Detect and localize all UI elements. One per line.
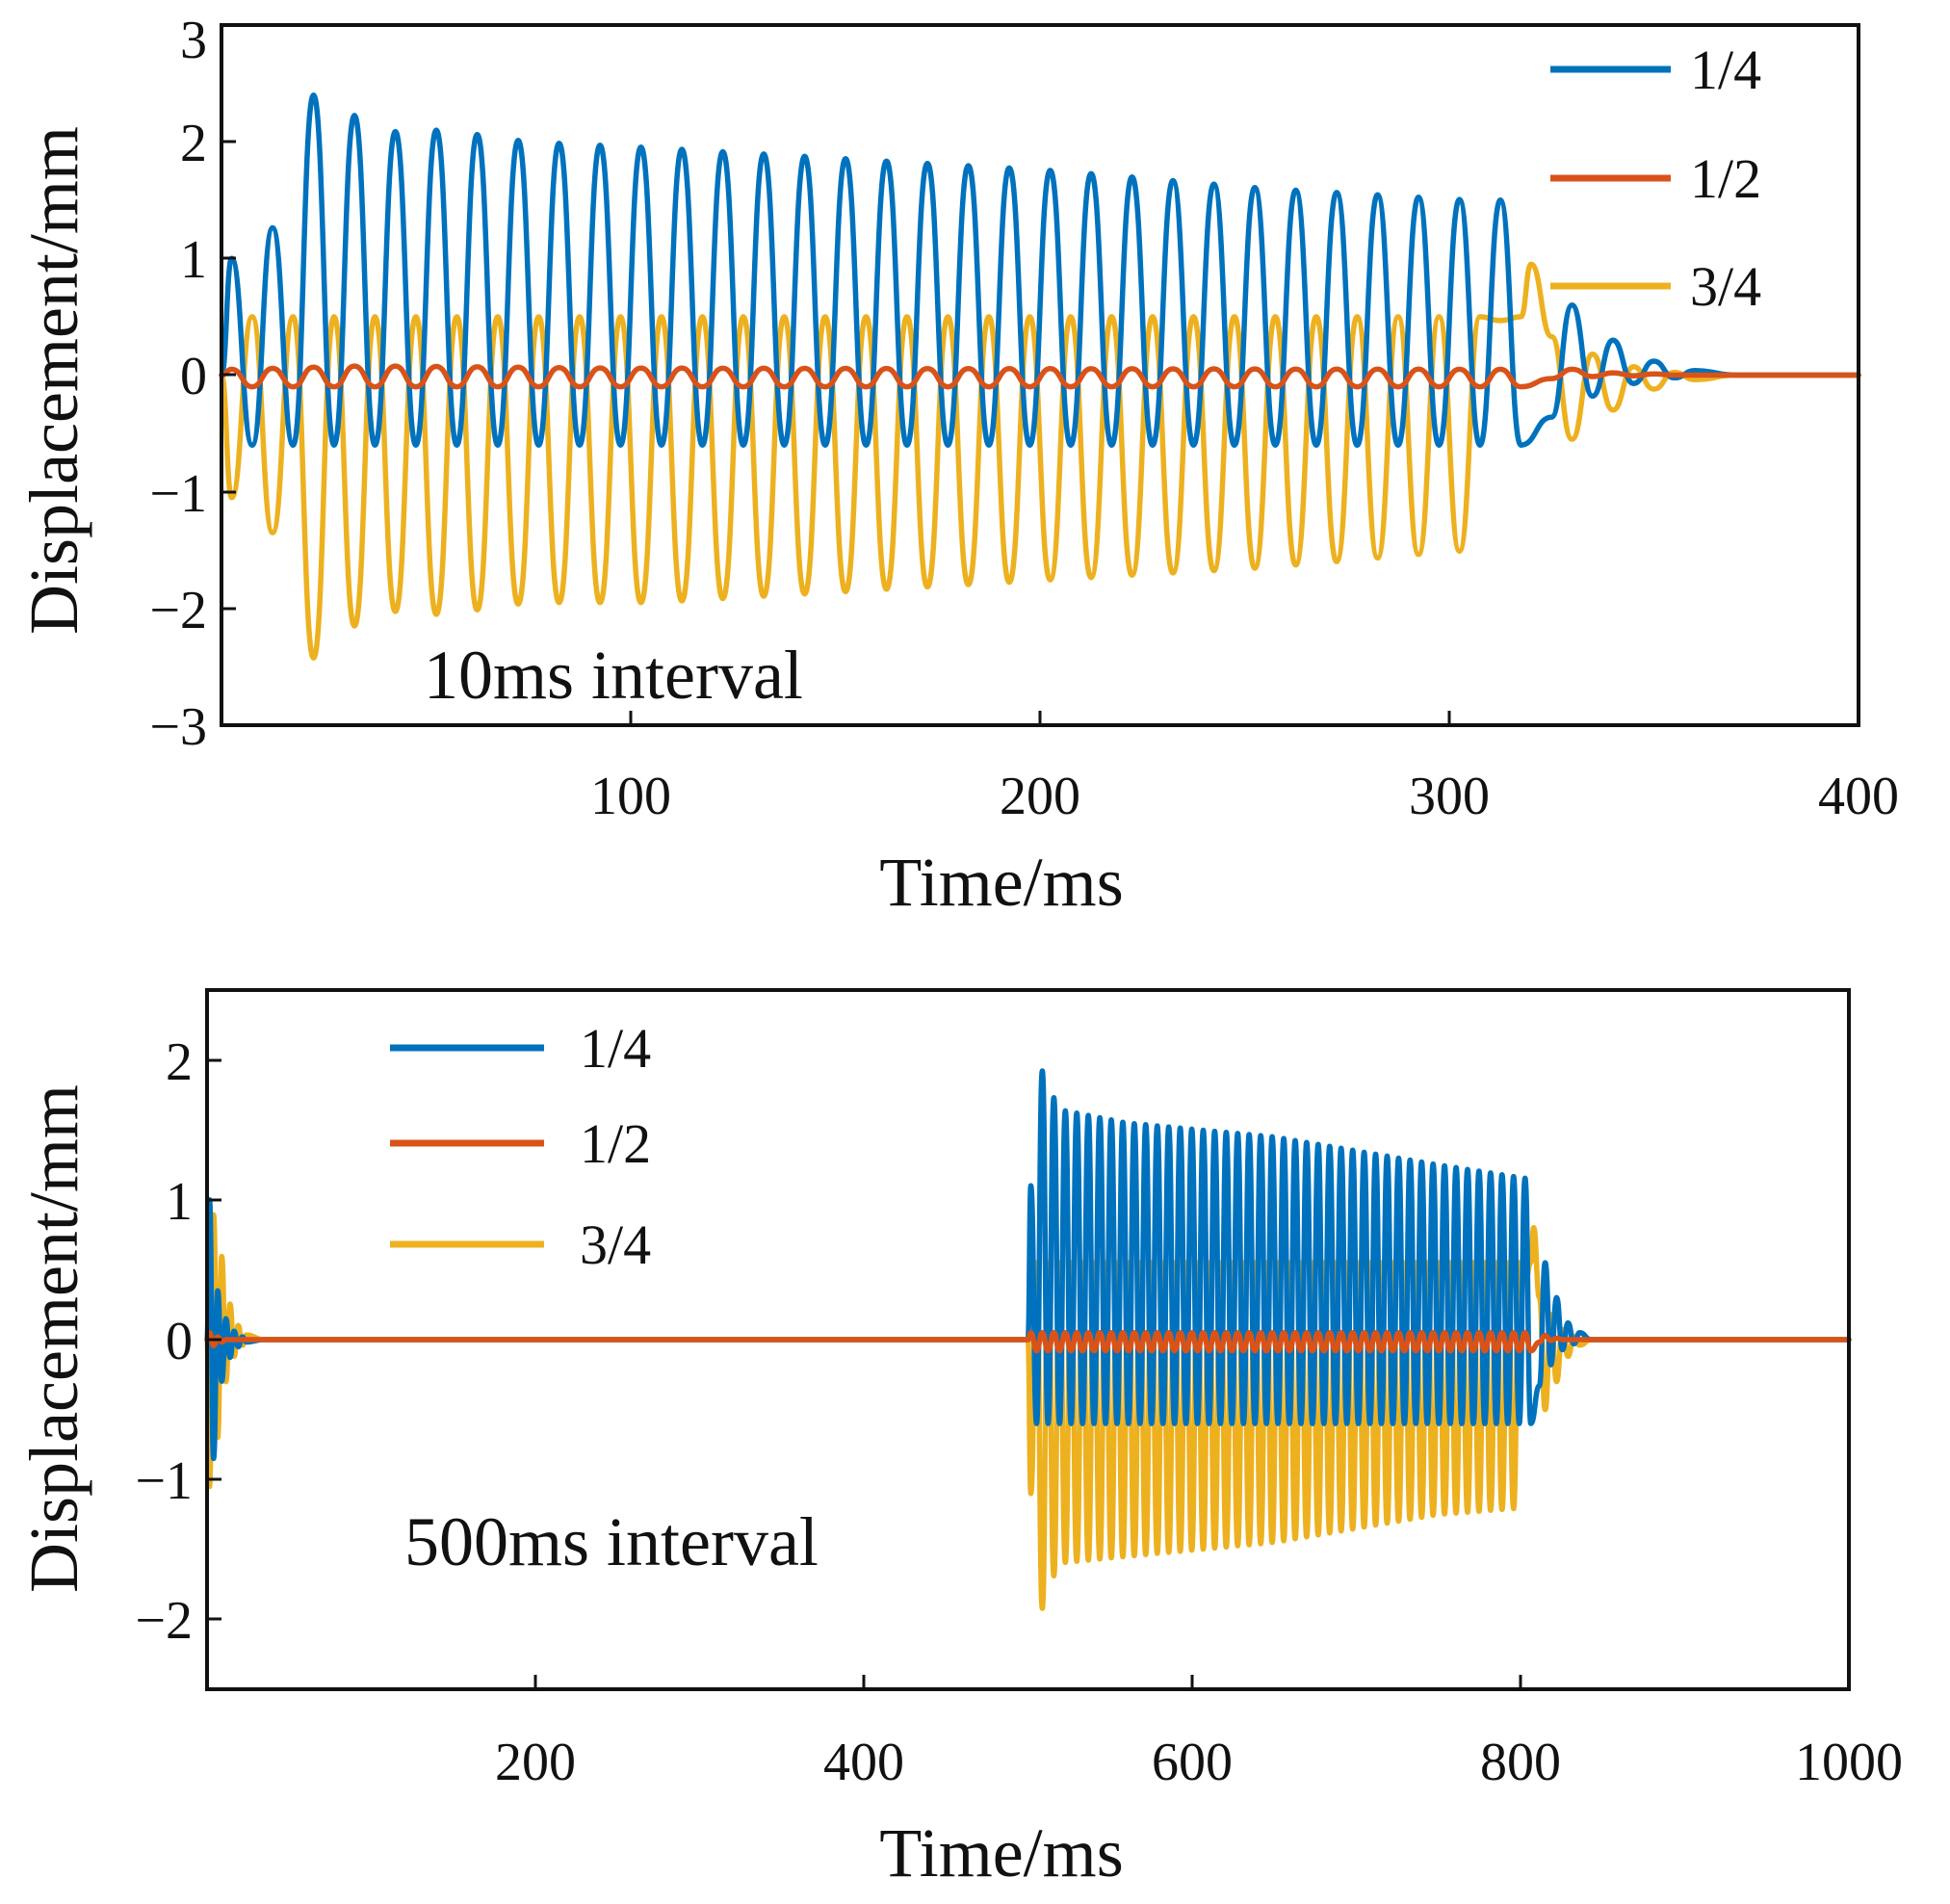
bottom-x-ticks: 200 400 600 800 1000 xyxy=(495,1675,1903,1792)
top-y-tick-label-minus-3: −3 xyxy=(149,697,207,757)
top-legend: 1/4 1/2 3/4 xyxy=(1550,39,1761,318)
top-x-ticks: 100 200 300 400 xyxy=(590,711,1899,826)
bottom-legend-label-1-2: 1/2 xyxy=(580,1112,651,1175)
top-x-tick-label-100: 100 xyxy=(590,767,671,826)
bottom-y-tick-label-1: 1 xyxy=(166,1172,193,1232)
top-y-tick-label-minus-1: −1 xyxy=(149,464,207,524)
top-y-tick-label-0: 0 xyxy=(180,347,207,406)
bottom-y-tick-label-0: 0 xyxy=(166,1312,193,1371)
bottom-y-tick-label-2: 2 xyxy=(166,1032,193,1092)
bottom-y-tick-label-minus-2: −2 xyxy=(135,1591,193,1651)
top-series-line-1-4 xyxy=(219,91,1861,448)
bottom-series-line-1-2 xyxy=(204,1329,1852,1354)
bottom-x-axis-label: Time/ms xyxy=(879,1814,1123,1891)
bottom-x-tick-label-1000: 1000 xyxy=(1795,1733,1903,1792)
bottom-x-tick-label-200: 200 xyxy=(495,1733,576,1792)
bottom-x-tick-label-400: 400 xyxy=(823,1733,904,1792)
top-chart-panel: 100 200 300 400 −3 −2 −1 0 1 2 3 Time/ms… xyxy=(15,11,1899,921)
bottom-y-ticks: −2 −1 0 1 2 xyxy=(135,1032,221,1651)
top-y-tick-label-minus-2: −2 xyxy=(149,581,207,640)
bottom-legend-label-3-4: 3/4 xyxy=(580,1213,651,1276)
top-y-axis-label: Displacement/mm xyxy=(15,126,92,635)
bottom-plot-area xyxy=(204,1068,1852,1611)
bottom-legend: 1/4 1/2 3/4 xyxy=(390,1017,651,1276)
top-y-ticks: −3 −2 −1 0 1 2 3 xyxy=(149,11,236,757)
top-x-tick-label-300: 300 xyxy=(1409,767,1490,826)
bottom-y-axis-label: Displacement/mm xyxy=(15,1084,92,1593)
bottom-series-line-1-4 xyxy=(204,1068,1852,1462)
top-y-tick-label-2: 2 xyxy=(180,114,207,173)
top-y-tick-label-1: 1 xyxy=(180,230,207,290)
bottom-y-tick-label-minus-1: −1 xyxy=(135,1451,193,1511)
top-x-axis-label: Time/ms xyxy=(879,844,1123,921)
bottom-x-tick-label-800: 800 xyxy=(1480,1733,1561,1792)
top-annotation: 10ms interval xyxy=(424,637,803,714)
top-plot-area xyxy=(219,91,1861,662)
top-y-tick-label-3: 3 xyxy=(180,11,207,70)
bottom-annotation: 500ms interval xyxy=(404,1503,819,1580)
top-series-line-1-2 xyxy=(219,363,1861,390)
bottom-chart-panel: 200 400 600 800 1000 −2 −1 0 1 2 Time/ms… xyxy=(15,988,1903,1891)
top-legend-label-3-4: 3/4 xyxy=(1690,255,1761,318)
top-x-tick-label-200: 200 xyxy=(1000,767,1080,826)
top-legend-label-1-2: 1/2 xyxy=(1690,147,1761,210)
top-x-tick-label-400: 400 xyxy=(1818,767,1899,826)
bottom-legend-label-1-4: 1/4 xyxy=(580,1017,651,1080)
top-legend-label-1-4: 1/4 xyxy=(1690,39,1761,101)
bottom-x-tick-label-600: 600 xyxy=(1152,1733,1233,1792)
